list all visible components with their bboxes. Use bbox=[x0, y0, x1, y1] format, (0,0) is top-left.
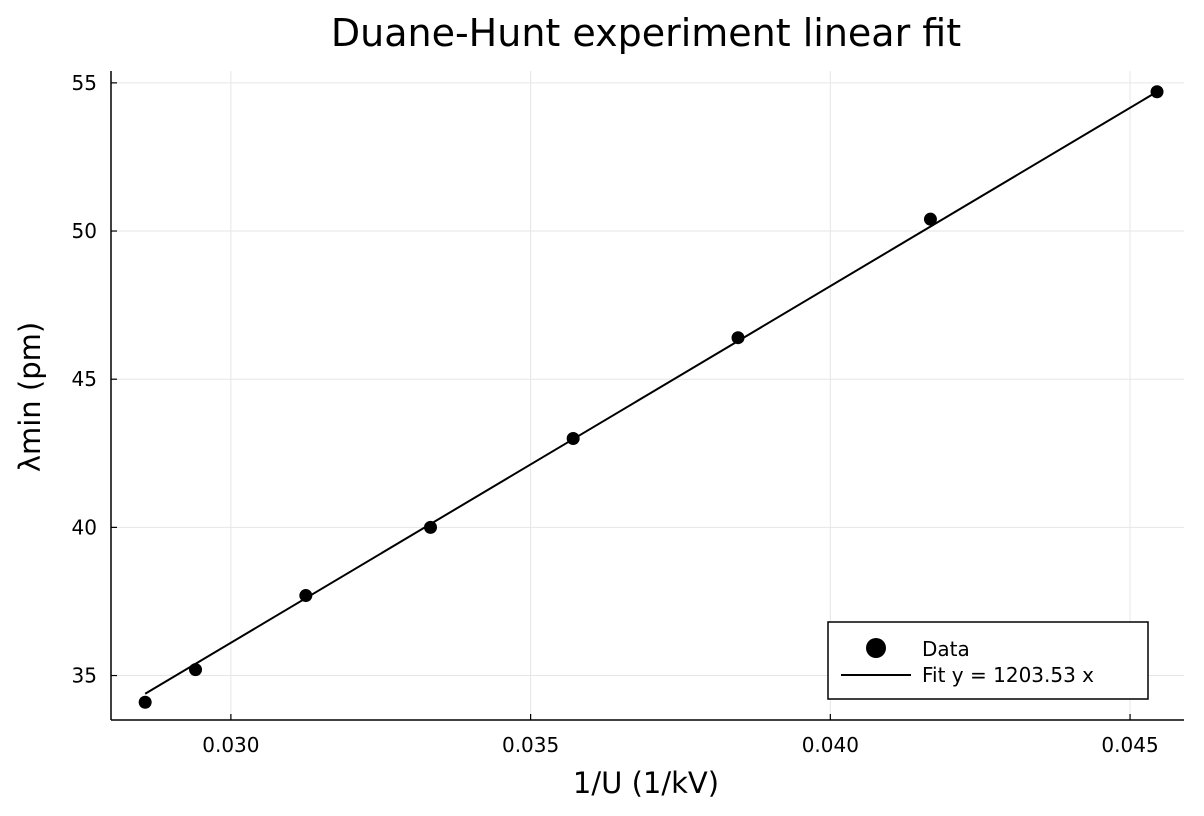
chart-title: Duane-Hunt experiment linear fit bbox=[331, 11, 961, 55]
x-tick-label: 0.030 bbox=[202, 733, 259, 757]
plot-area bbox=[138, 85, 1164, 709]
y-tick-label: 35 bbox=[72, 664, 97, 688]
y-tick-label: 55 bbox=[72, 71, 97, 95]
data-point bbox=[424, 520, 438, 534]
data-point bbox=[138, 695, 152, 709]
legend: Data Fit y = 1203.53 x bbox=[827, 621, 1149, 700]
data-point bbox=[189, 663, 203, 677]
x-tick-label: 0.035 bbox=[502, 733, 559, 757]
y-tick-label: 40 bbox=[72, 515, 97, 539]
data-point bbox=[299, 589, 313, 603]
y-tick-label: 45 bbox=[72, 367, 97, 391]
legend-label-fit: Fit y = 1203.53 x bbox=[922, 663, 1094, 687]
x-tick-label: 0.040 bbox=[802, 733, 859, 757]
data-point bbox=[566, 431, 580, 445]
ticks: 0.030 0.035 0.040 0.045 35 40 45 50 55 bbox=[72, 71, 1159, 757]
y-axis-label: λmin (pm) bbox=[13, 322, 47, 472]
legend-box bbox=[827, 621, 1149, 700]
x-axis-label: 1/U (1/kV) bbox=[573, 766, 719, 800]
grid bbox=[111, 71, 1184, 720]
data-point bbox=[923, 212, 937, 226]
legend-marker-data bbox=[866, 638, 886, 658]
data-point bbox=[731, 331, 745, 345]
x-tick-label: 0.045 bbox=[1101, 733, 1158, 757]
y-tick-label: 50 bbox=[72, 219, 97, 243]
fit-line bbox=[144, 90, 1158, 695]
axes bbox=[110, 71, 1184, 721]
data-point bbox=[1150, 85, 1164, 99]
legend-label-data: Data bbox=[922, 637, 970, 661]
